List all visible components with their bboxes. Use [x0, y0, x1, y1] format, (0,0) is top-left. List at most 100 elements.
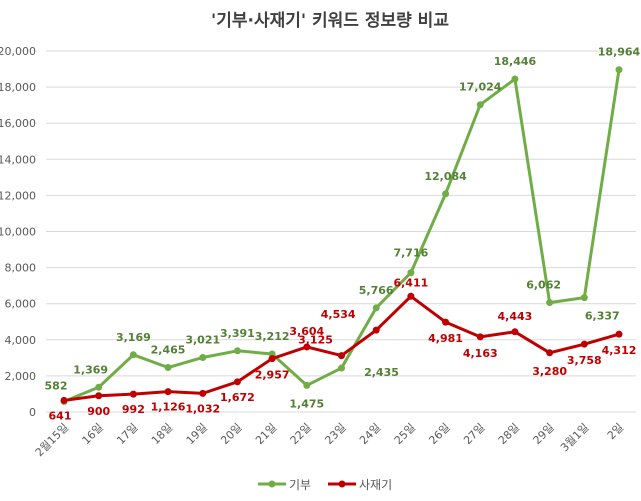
- data-point: [199, 353, 207, 361]
- y-tick-label: 4,000: [5, 334, 37, 347]
- data-point: [442, 190, 450, 198]
- data-point: [511, 328, 519, 336]
- data-label: 6,337: [585, 310, 620, 323]
- x-tick-label: 27일: [460, 420, 487, 447]
- data-label: 17,024: [459, 81, 502, 94]
- data-label: 4,534: [321, 308, 356, 321]
- data-point: [372, 304, 380, 312]
- x-tick-label: 2일: [604, 420, 626, 442]
- data-point: [580, 294, 588, 302]
- x-tick-label: 29일: [530, 420, 557, 447]
- data-label: 3,391: [220, 327, 255, 340]
- y-tick-label: 16,000: [0, 117, 36, 130]
- data-label: 1,126: [151, 401, 186, 414]
- data-label: 3,604: [289, 325, 324, 338]
- data-label: 1,369: [73, 363, 108, 376]
- data-point: [129, 390, 137, 398]
- data-point: [338, 352, 345, 360]
- y-tick-label: 8,000: [5, 262, 37, 275]
- series-line-0: [63, 69, 621, 403]
- data-label: 4,981: [428, 332, 463, 345]
- x-tick-label: 28일: [495, 420, 522, 447]
- data-point: [60, 396, 68, 404]
- x-tick-label: 25일: [391, 420, 418, 447]
- legend-marker: [268, 480, 276, 488]
- data-point: [580, 340, 588, 348]
- data-point: [95, 383, 103, 391]
- data-label: 2,435: [364, 366, 399, 379]
- data-label: 5,766: [359, 284, 394, 297]
- data-label: 4,443: [498, 310, 533, 323]
- data-point: [546, 349, 554, 357]
- data-point: [407, 269, 415, 277]
- data-label: 2,957: [255, 369, 290, 382]
- data-point: [303, 381, 311, 389]
- data-label: 6,411: [393, 276, 428, 289]
- data-label: 641: [49, 409, 72, 422]
- data-point: [95, 392, 103, 400]
- data-point: [511, 75, 519, 83]
- data-label: 12,084: [424, 170, 467, 183]
- data-point: [615, 330, 623, 338]
- data-point: [615, 66, 623, 74]
- data-point: [164, 388, 172, 396]
- data-point: [303, 343, 311, 351]
- data-point: [268, 355, 276, 363]
- y-tick-label: 18,000: [0, 81, 36, 94]
- data-label: 4,312: [602, 344, 637, 357]
- data-point: [476, 101, 484, 109]
- y-tick-label: 10,000: [0, 226, 36, 239]
- x-tick-label: 19일: [183, 420, 210, 447]
- data-label: 1,672: [220, 391, 255, 404]
- y-tick-label: 6,000: [5, 298, 37, 311]
- x-tick-label: 23일: [322, 420, 349, 447]
- data-point: [476, 333, 484, 341]
- data-label: 3,280: [532, 365, 567, 378]
- legend-label: 사재기: [359, 478, 392, 492]
- data-label: 1,475: [289, 397, 324, 410]
- data-label: 3,021: [185, 333, 220, 346]
- x-tick-label: 22일: [287, 420, 314, 447]
- data-label: 18,964: [598, 46, 641, 59]
- x-tick-label: 2월15일: [32, 420, 71, 459]
- y-tick-label: 20,000: [0, 45, 36, 58]
- x-tick-label: 20일: [218, 420, 245, 447]
- data-point: [546, 299, 554, 307]
- data-label: 3,169: [116, 331, 151, 344]
- data-point: [338, 364, 345, 372]
- data-label: 992: [122, 403, 145, 416]
- data-point: [129, 351, 137, 359]
- y-tick-label: 2,000: [5, 370, 37, 383]
- legend-marker: [338, 480, 346, 488]
- data-point: [407, 292, 415, 300]
- x-tick-label: 3월1일: [557, 420, 591, 454]
- data-label: 3,212: [255, 330, 290, 343]
- data-label: 3,125: [298, 334, 333, 347]
- data-point: [442, 318, 450, 326]
- data-point: [372, 326, 380, 334]
- data-label: 900: [87, 405, 110, 418]
- legend-label: 기부: [289, 478, 311, 492]
- data-label: 7,716: [393, 247, 428, 260]
- data-label: 3,758: [567, 354, 602, 367]
- data-point: [233, 347, 241, 355]
- x-tick-label: 17일: [114, 420, 141, 447]
- data-label: 582: [45, 379, 68, 392]
- data-point: [199, 389, 207, 397]
- data-label: 4,163: [463, 347, 498, 360]
- x-tick-label: 18일: [148, 420, 175, 447]
- data-point: [233, 378, 241, 386]
- x-tick-label: 26일: [426, 420, 453, 447]
- x-tick-label: 21일: [252, 420, 279, 447]
- x-tick-label: 24일: [356, 420, 383, 447]
- data-label: 18,446: [494, 55, 537, 68]
- y-tick-label: 14,000: [0, 153, 36, 166]
- data-label: 1,032: [185, 402, 220, 415]
- y-tick-label: 0: [29, 406, 36, 419]
- y-tick-label: 12,000: [0, 189, 36, 202]
- data-label: 6,062: [526, 279, 561, 292]
- data-label: 2,465: [151, 344, 186, 357]
- data-point: [164, 364, 172, 372]
